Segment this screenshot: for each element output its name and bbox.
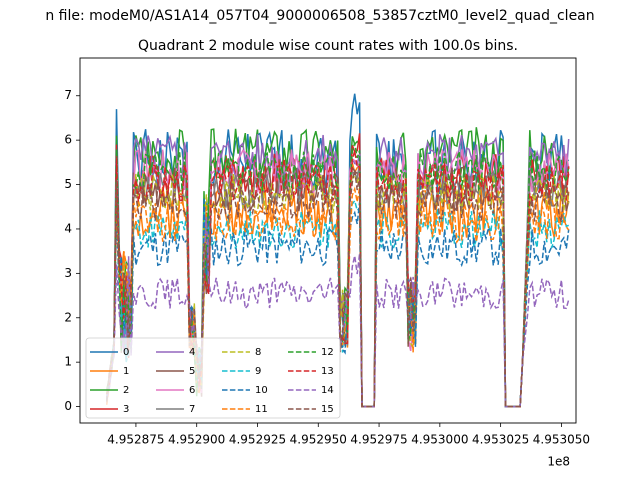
y-tick-label: 6 — [64, 133, 72, 147]
y-tick-label: 1 — [64, 355, 72, 369]
x-tick-label: 4.952975 — [350, 433, 407, 447]
x-tick-label: 4.952925 — [229, 433, 286, 447]
axis-layer: 4.952875 4.952900 4.952925 4.952950 4.952975… — [64, 88, 590, 446]
legend-label-13: 13 — [321, 366, 334, 377]
y-tick-label: 3 — [64, 266, 72, 280]
figure-suptitle: n file: modeM0/AS1A14_057T04_9000006508_… — [45, 8, 594, 24]
series-line-4 — [105, 134, 570, 408]
legend-box — [85, 337, 341, 419]
series-layer — [105, 93, 570, 408]
legend-label-0: 0 — [123, 347, 129, 358]
x-tick-label: 4.952875 — [107, 433, 164, 447]
y-tick-label: 0 — [64, 399, 72, 413]
y-tick-label: 4 — [64, 221, 72, 235]
legend-label-8: 8 — [255, 347, 261, 358]
y-tick-label: 7 — [64, 88, 72, 102]
legend-label-11: 11 — [255, 404, 268, 415]
legend-label-5: 5 — [189, 366, 195, 377]
x-tick-label: 4.953000 — [411, 433, 468, 447]
y-tick-label: 5 — [64, 177, 72, 191]
legend-label-7: 7 — [189, 404, 195, 415]
legend-label-1: 1 — [123, 366, 129, 377]
legend-label-12: 12 — [321, 347, 334, 358]
legend-label-14: 14 — [321, 385, 334, 396]
legend-label-15: 15 — [321, 404, 334, 415]
x-tick-label: 4.952950 — [290, 433, 347, 447]
x-tick-label: 4.953050 — [533, 433, 590, 447]
legend-label-9: 9 — [255, 366, 261, 377]
series-line-15 — [105, 169, 570, 408]
y-tick-label: 2 — [64, 310, 72, 324]
legend-label-3: 3 — [123, 404, 129, 415]
x-tick-label: 4.952900 — [168, 433, 225, 447]
x-axis-offset-label: 1e8 — [547, 455, 570, 469]
series-line-9 — [105, 199, 569, 408]
legend-label-4: 4 — [189, 347, 195, 358]
legend-label-2: 2 — [123, 385, 129, 396]
series-line-13 — [106, 150, 570, 408]
series-line-14 — [105, 216, 570, 408]
legend-label-6: 6 — [189, 385, 195, 396]
chart-title: Quadrant 2 module wise count rates with … — [138, 38, 518, 54]
x-tick-label: 4.953025 — [472, 433, 529, 447]
plot-frame — [79, 57, 577, 424]
legend-label-10: 10 — [255, 385, 268, 396]
